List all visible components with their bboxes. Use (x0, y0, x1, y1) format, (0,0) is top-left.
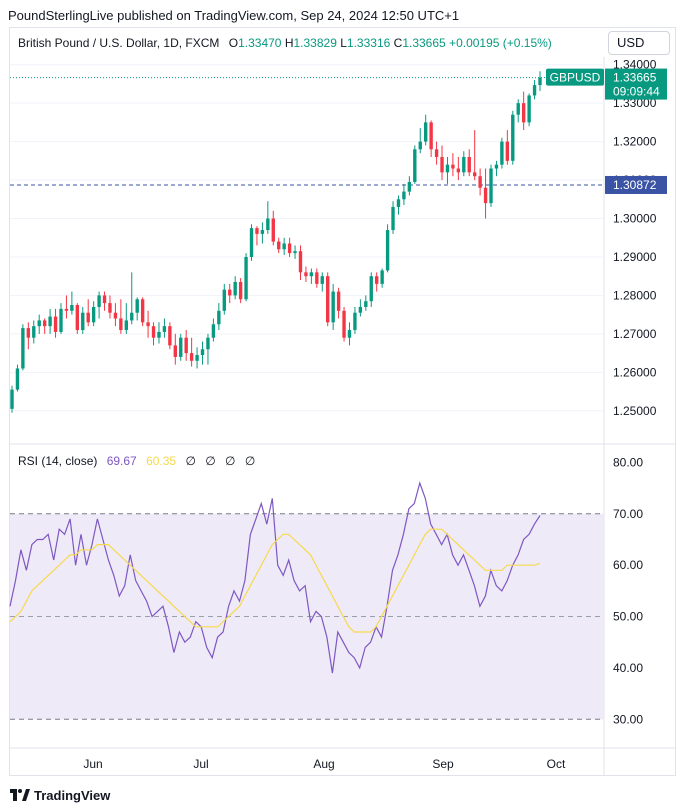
rsi-legend: RSI (14, close) 69.67 60.35 ∅ ∅ ∅ ∅ (18, 454, 255, 468)
tradingview-logo-icon (10, 789, 30, 804)
rsi-na-2: ∅ (205, 454, 216, 468)
rsi-na-4: ∅ (244, 454, 256, 468)
currency-button[interactable]: USD (608, 31, 670, 55)
low-label: L (340, 36, 347, 50)
rsi-value: 69.67 (106, 454, 137, 468)
high-label: H (284, 36, 294, 50)
high-value: 1.33829 (293, 36, 337, 50)
rsi-name: RSI (14, close) (18, 454, 98, 468)
open-value: 1.33470 (238, 36, 282, 50)
close-value: 1.33665 (402, 36, 446, 50)
symbol-name: British Pound / U.S. Dollar, 1D, FXCM (18, 36, 220, 50)
chart-frame (9, 27, 676, 776)
rsi-ma-value: 60.35 (146, 454, 177, 468)
change-value: +0.00195 (+0.15%) (449, 36, 552, 50)
low-value: 1.33316 (346, 36, 391, 50)
open-label: O (228, 36, 239, 50)
close-label: C (393, 36, 403, 50)
publisher-line: PoundSterlingLive published on TradingVi… (8, 8, 460, 23)
rsi-na-3: ∅ (225, 454, 236, 468)
footer-brand[interactable]: TradingView (10, 788, 110, 804)
symbol-legend: British Pound / U.S. Dollar, 1D, FXCM O1… (18, 36, 552, 50)
footer-brand-label: TradingView (34, 788, 111, 803)
rsi-na-1: ∅ (185, 454, 196, 468)
